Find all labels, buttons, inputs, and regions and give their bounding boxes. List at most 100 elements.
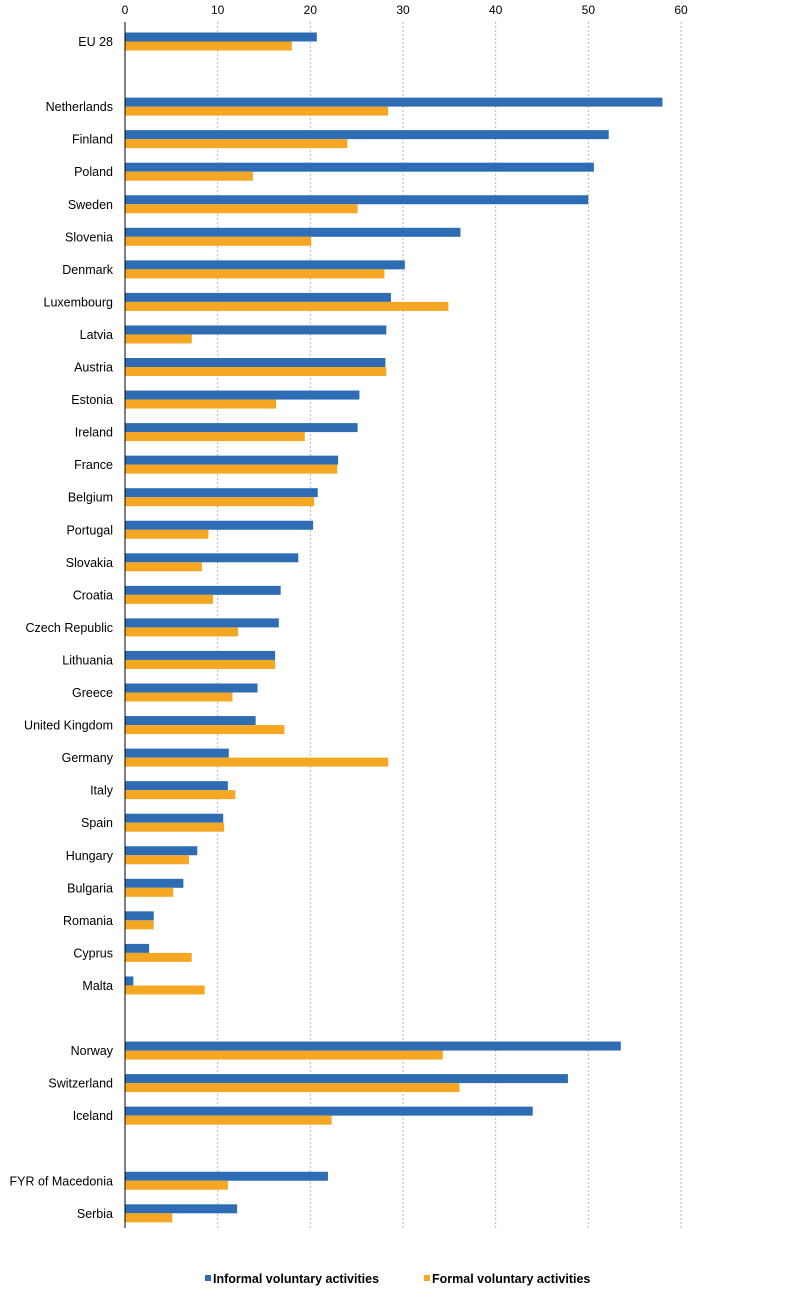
bar-informal: [125, 162, 594, 172]
category-label: FYR of Macedonia: [9, 1174, 113, 1188]
bar-formal: [125, 41, 292, 51]
bar-formal: [125, 139, 348, 149]
x-tick-label: 10: [211, 3, 225, 17]
legend-swatch: [424, 1275, 430, 1281]
bar-formal: [125, 399, 277, 409]
bar-informal: [125, 260, 405, 270]
category-label: Serbia: [77, 1207, 113, 1221]
bar-informal: [125, 943, 150, 953]
grid-lines: [217, 22, 682, 1228]
bar-informal: [125, 1074, 568, 1084]
bar-formal: [125, 952, 192, 962]
bar-informal: [125, 846, 198, 856]
bar-formal: [125, 562, 202, 572]
bar-formal: [125, 432, 305, 442]
category-label: Ireland: [75, 426, 113, 440]
bar-formal: [125, 269, 385, 279]
category-label: Slovakia: [66, 556, 113, 570]
bar-formal: [125, 236, 312, 246]
category-label: Switzerland: [48, 1077, 113, 1091]
bar-informal: [125, 553, 299, 563]
bar-formal: [125, 497, 315, 507]
x-tick-label: 50: [582, 3, 596, 17]
bar-formal: [125, 855, 189, 865]
bar-formal: [125, 692, 233, 702]
bar-informal: [125, 1204, 238, 1214]
bar-informal: [125, 650, 276, 660]
legend-label: Informal voluntary activities: [213, 1272, 379, 1286]
bar-formal: [125, 367, 387, 376]
bar-formal: [125, 301, 449, 311]
category-label: EU 28: [78, 35, 113, 49]
bar-formal: [125, 627, 239, 637]
category-label: Sweden: [68, 198, 113, 212]
category-label: Croatia: [73, 588, 113, 602]
bar-informal: [125, 130, 609, 140]
category-label: Norway: [71, 1044, 114, 1058]
bar-informal: [125, 390, 360, 400]
category-label: Germany: [62, 751, 114, 765]
bar-informal: [125, 716, 256, 726]
bar-informal: [125, 455, 339, 465]
bar-formal: [125, 790, 236, 800]
legend-swatch: [205, 1275, 211, 1281]
bar-formal: [125, 725, 285, 735]
category-label: Spain: [81, 816, 113, 830]
category-label: Bulgaria: [67, 881, 113, 895]
bar-informal: [125, 683, 258, 693]
category-labels: EU 28 Netherlands Finland Poland Sweden Slove…: [9, 35, 113, 1221]
bar-formal: [125, 757, 389, 767]
bar-formal: [125, 594, 214, 604]
bars: [125, 32, 663, 1223]
x-tick-label: 60: [674, 3, 688, 17]
category-label: Finland: [72, 133, 113, 147]
bar-informal: [125, 227, 461, 237]
category-label: Slovenia: [65, 230, 113, 244]
bar-formal: [125, 985, 205, 995]
category-label: Luxembourg: [44, 295, 114, 309]
bar-formal: [125, 334, 192, 344]
category-label: Italy: [90, 784, 114, 798]
bar-informal: [125, 1041, 621, 1051]
category-label: Greece: [72, 686, 113, 700]
bar-formal: [125, 1213, 173, 1223]
bar-formal: [125, 204, 358, 214]
category-label: United Kingdom: [24, 719, 113, 733]
bar-informal: [125, 976, 134, 986]
bar-informal: [125, 618, 279, 628]
bar-informal: [125, 195, 589, 205]
category-label: Netherlands: [46, 100, 113, 114]
bar-formal: [125, 1115, 332, 1125]
bar-informal: [125, 813, 224, 823]
bar-formal: [125, 1180, 228, 1190]
bar-informal: [125, 520, 314, 530]
bar-formal: [125, 171, 253, 181]
x-tick-label: 40: [489, 3, 503, 17]
legend: Informal voluntary activities Formal volu…: [205, 1272, 590, 1286]
bar-formal: [125, 887, 174, 897]
bar-informal: [125, 878, 184, 888]
category-label: Austria: [74, 361, 113, 375]
category-label: Iceland: [73, 1109, 113, 1123]
bar-informal: [125, 325, 387, 335]
category-label: Czech Republic: [25, 621, 113, 635]
category-label: Hungary: [66, 849, 114, 863]
bar-informal: [125, 1171, 328, 1181]
bar-informal: [125, 781, 228, 791]
category-label: Belgium: [68, 491, 113, 505]
category-label: Romania: [63, 914, 113, 928]
bar-formal: [125, 464, 338, 474]
category-label: France: [74, 458, 113, 472]
bar-informal: [125, 97, 663, 107]
bar-informal: [125, 585, 281, 595]
category-label: Portugal: [66, 523, 113, 537]
category-label: Latvia: [80, 328, 113, 342]
category-label: Denmark: [62, 263, 113, 277]
bar-formal: [125, 1050, 443, 1060]
bar-formal: [125, 920, 154, 930]
bar-informal: [125, 911, 154, 921]
x-axis-ticks: 0 10 20 30 40 50 60: [122, 3, 688, 17]
bar-formal: [125, 529, 209, 539]
